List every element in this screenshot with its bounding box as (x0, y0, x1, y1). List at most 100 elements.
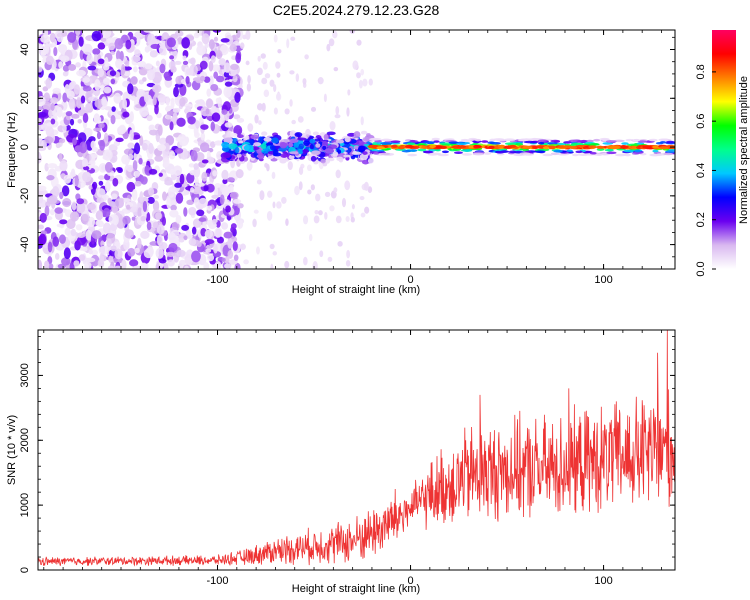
spectrogram-cell (199, 75, 206, 82)
spectrogram-cell (178, 237, 185, 243)
spectrogram-cell (75, 62, 81, 68)
spectrogram-cell (91, 249, 98, 256)
spectrogram-cell (172, 107, 181, 113)
spectrogram-cell (204, 239, 215, 245)
spectrogram-cell (150, 38, 161, 45)
spectrogram-cell (205, 248, 212, 253)
spectrogram-cell (315, 143, 321, 148)
spectrogram-cell (309, 144, 314, 150)
spectrogram-cell (190, 150, 198, 162)
spectrogram-cell (566, 149, 573, 153)
spectrogram-cell (276, 201, 282, 209)
spectrogram-cell (272, 251, 277, 256)
spectrogram-cell (157, 93, 167, 103)
spectrogram-cell (70, 228, 77, 237)
spectrogram-cell (85, 257, 96, 263)
spectrogram-cell (264, 73, 271, 79)
spectrogram-cell (278, 146, 288, 152)
spectrogram-cell (109, 70, 117, 77)
spectrogram-cell (121, 259, 127, 269)
spectrogram-cell (71, 113, 80, 119)
spectrogram-cell (188, 238, 197, 246)
spectrogram-cell (272, 148, 279, 156)
spectrogram-cell (596, 148, 605, 151)
spectrogram-cell (245, 30, 251, 41)
spectrogram-cell (82, 77, 91, 83)
spectrogram-cell (170, 65, 177, 73)
spectrogram-cell (659, 140, 667, 144)
spectrogram-cell (39, 195, 44, 204)
spectrogram-cell (481, 140, 489, 143)
spectrogram-cell (215, 260, 222, 269)
spectrogram-cell (204, 229, 214, 239)
spectrogram-cell (181, 224, 190, 231)
spectrogram-cell (562, 145, 572, 149)
snr-y-label: SNR (10 * v/v) (6, 415, 18, 485)
spectrogram-cell (125, 39, 132, 50)
spectrogram-cell (54, 207, 63, 214)
spectrogram-cell (410, 149, 418, 152)
spectrogram-cell (210, 55, 216, 63)
spectrogram-cell (222, 178, 228, 185)
spectrogram-cell (208, 75, 214, 88)
spectrogram-cell (409, 139, 416, 143)
spectrogram-cell (235, 168, 244, 179)
spectrogram-cell (164, 76, 173, 81)
spectrogram-cell (110, 114, 116, 125)
spectrogram-cell (656, 153, 663, 157)
spectrogram-cell (200, 124, 209, 130)
spectrogram-cell (147, 196, 155, 204)
spectrogram-cell (423, 150, 434, 154)
spectrogram-cell (665, 140, 675, 144)
spectrogram-cell (169, 121, 174, 131)
spectrogram-cell (94, 98, 104, 109)
spectrogram-cell (129, 259, 139, 267)
spectrogram-cell (190, 187, 195, 193)
spectrogram-cell (427, 153, 437, 156)
spectrogram-cell (344, 136, 351, 143)
spectrogram-cell (168, 151, 176, 160)
spectrogram-cell (186, 230, 192, 239)
spectrogram-cell (260, 143, 267, 150)
spectrogram-cell (221, 141, 230, 148)
spectrogram-cell (360, 130, 368, 135)
spectrogram-cell (665, 150, 675, 153)
spectrogram-cell (258, 136, 263, 143)
spectrogram-cell (183, 190, 190, 196)
spectrogram-cell (45, 55, 54, 66)
spectrogram-cell (38, 66, 43, 73)
spectrogram-cell (148, 142, 154, 155)
spectrogram-cell (263, 89, 270, 98)
spectrogram-cell (371, 149, 379, 152)
spectrogram-cell (280, 153, 288, 158)
spectrogram-cell (489, 138, 496, 142)
spectrogram-cell (221, 222, 229, 230)
spectrogram-cell (250, 134, 260, 140)
spectrogram-cell (142, 200, 148, 212)
spectrogram-cell (75, 30, 81, 36)
spectrogram-cell (522, 153, 535, 156)
spectrogram-cell (473, 145, 481, 149)
spectrogram-cell (215, 97, 221, 104)
spectrogram-cell (335, 215, 342, 224)
spectrogram-cell (298, 166, 304, 175)
spectrogram-cell (221, 109, 228, 115)
spectrogram-cell (196, 209, 205, 217)
spectrogram-cell (58, 234, 66, 244)
spectrogram-cell (98, 245, 109, 256)
spectrogram-cell (199, 142, 210, 153)
spectrogram-cell (77, 132, 87, 144)
spectrogram-cell (188, 206, 197, 216)
x-tick-label: 100 (594, 575, 612, 587)
spectrogram-cell (380, 142, 393, 145)
spectrogram-cell (284, 260, 290, 269)
spectrogram-cell (95, 210, 104, 221)
spectrogram-cell (131, 188, 138, 201)
colorbar-gradient (712, 30, 736, 269)
spectrogram-cell (508, 144, 517, 149)
spectrogram-cell (82, 157, 88, 167)
spectrogram-cell (126, 164, 134, 173)
spectrogram-cell (451, 145, 461, 149)
spectrogram-cell (80, 95, 86, 104)
